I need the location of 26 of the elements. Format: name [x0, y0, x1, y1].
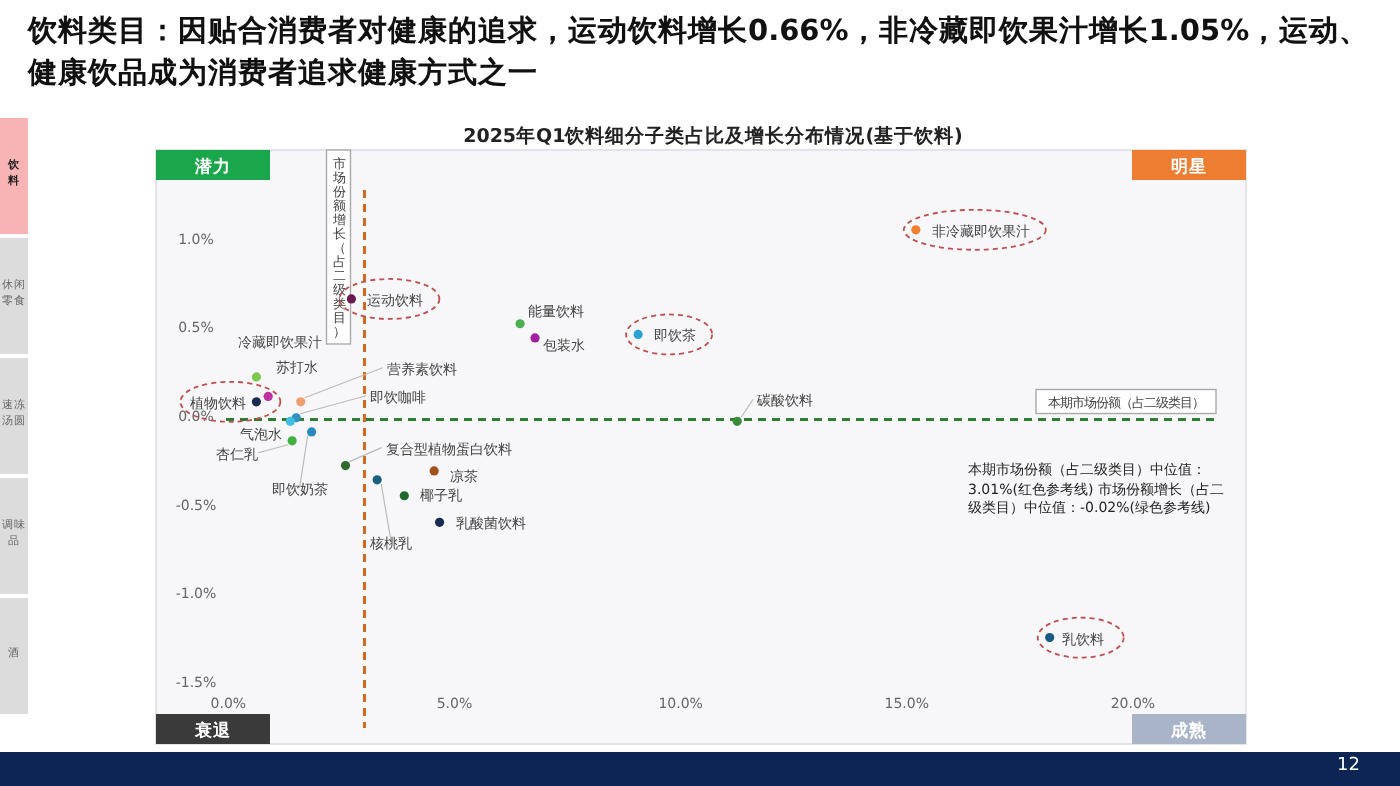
point [372, 475, 382, 485]
point [429, 466, 439, 476]
text: 12 [1335, 756, 1360, 776]
annotation: 明星 [1171, 156, 1207, 178]
annotation: 成熟 [1169, 720, 1207, 742]
point [732, 416, 742, 426]
chart-subtitle: 2025年Q1饮料细分子类占比及增长分布情况(基于饮料) [463, 124, 963, 148]
point [285, 416, 295, 426]
point [530, 333, 540, 343]
annotation: 衰退 [193, 720, 233, 742]
point [306, 427, 317, 437]
point [263, 391, 273, 402]
point [633, 329, 643, 340]
point [1045, 633, 1055, 643]
point [399, 491, 409, 501]
point [296, 397, 306, 407]
chart-title: 饮料类目：因贴合消费者对健康的追求，运动饮料增长0.66%，非冷藏即饮果汁增长1.05%，运动、健康饮品成为消费者追求健康方式之一 [28, 13, 1372, 94]
point [340, 461, 351, 471]
point [434, 517, 445, 527]
point [251, 397, 262, 407]
point [515, 319, 525, 329]
point [346, 294, 356, 304]
point [251, 372, 262, 382]
point [911, 225, 921, 235]
point [287, 436, 297, 446]
annotation: 潜力 [193, 156, 231, 178]
